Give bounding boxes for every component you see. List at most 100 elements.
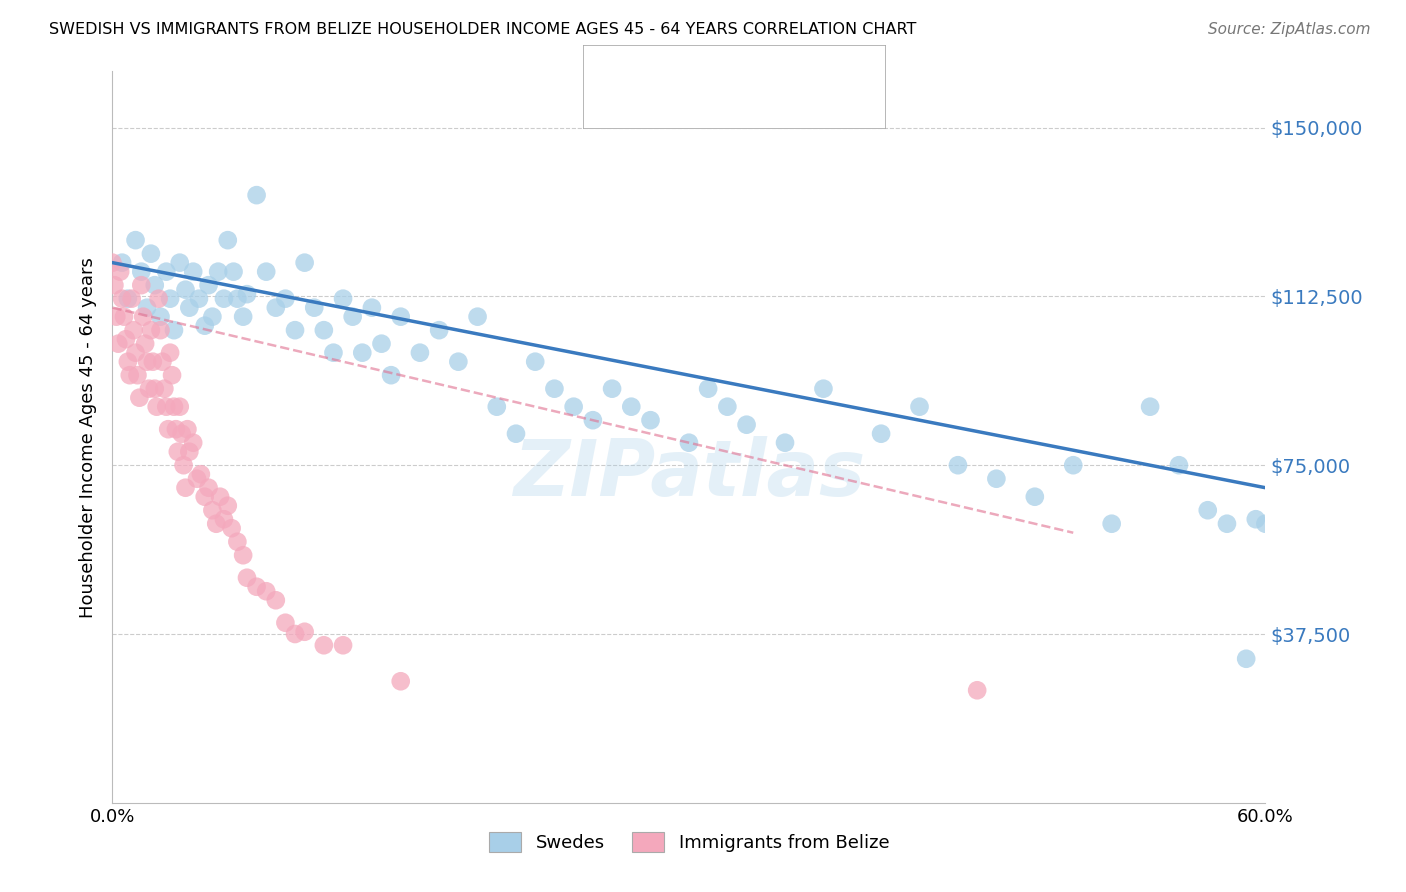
Point bbox=[186, 472, 208, 486]
Text: N =: N = bbox=[759, 97, 796, 115]
Point bbox=[111, 255, 134, 269]
Point bbox=[620, 400, 643, 414]
Point bbox=[485, 400, 508, 414]
Point bbox=[188, 292, 211, 306]
Point bbox=[312, 323, 335, 337]
Point bbox=[159, 292, 181, 306]
Point bbox=[427, 323, 450, 337]
Point bbox=[217, 233, 239, 247]
Point bbox=[1139, 400, 1161, 414]
Point bbox=[173, 458, 195, 473]
Point bbox=[274, 292, 297, 306]
Point bbox=[361, 301, 384, 315]
Point bbox=[117, 354, 139, 368]
Point bbox=[160, 368, 183, 383]
Point bbox=[152, 354, 174, 368]
Point bbox=[165, 422, 187, 436]
Text: Source: ZipAtlas.com: Source: ZipAtlas.com bbox=[1208, 22, 1371, 37]
Point bbox=[1234, 652, 1257, 666]
Point bbox=[108, 265, 131, 279]
Point bbox=[284, 627, 307, 641]
Point bbox=[322, 345, 344, 359]
Point bbox=[986, 472, 1008, 486]
Point bbox=[236, 571, 259, 585]
Point bbox=[600, 382, 623, 396]
Point bbox=[197, 278, 219, 293]
Point bbox=[678, 435, 700, 450]
Text: SWEDISH VS IMMIGRANTS FROM BELIZE HOUSEHOLDER INCOME AGES 45 - 64 YEARS CORRELAT: SWEDISH VS IMMIGRANTS FROM BELIZE HOUSEH… bbox=[49, 22, 917, 37]
Point bbox=[264, 301, 287, 315]
Point bbox=[149, 323, 172, 337]
Point bbox=[221, 521, 243, 535]
Point bbox=[142, 354, 165, 368]
Point bbox=[143, 278, 166, 293]
Point bbox=[111, 292, 134, 306]
Point bbox=[232, 548, 254, 562]
FancyBboxPatch shape bbox=[583, 45, 886, 129]
Point bbox=[197, 481, 219, 495]
Point bbox=[236, 287, 259, 301]
Point bbox=[1197, 503, 1219, 517]
Point bbox=[166, 444, 188, 458]
Point bbox=[170, 426, 193, 441]
Point bbox=[209, 490, 232, 504]
Point bbox=[1168, 458, 1191, 473]
Point bbox=[304, 301, 326, 315]
Point bbox=[101, 255, 124, 269]
Point bbox=[284, 323, 307, 337]
Point bbox=[139, 323, 162, 337]
Point bbox=[124, 233, 146, 247]
Point bbox=[122, 323, 145, 337]
Text: N =: N = bbox=[759, 58, 796, 76]
Point bbox=[139, 246, 162, 260]
Point bbox=[254, 265, 277, 279]
Point bbox=[134, 336, 156, 351]
Point bbox=[332, 292, 354, 306]
Point bbox=[1254, 516, 1277, 531]
Point bbox=[127, 368, 149, 383]
Point bbox=[582, 413, 605, 427]
Point bbox=[246, 580, 269, 594]
Point bbox=[112, 310, 135, 324]
Point bbox=[176, 422, 198, 436]
Point bbox=[132, 310, 155, 324]
Y-axis label: Householder Income Ages 45 - 64 years: Householder Income Ages 45 - 64 years bbox=[79, 257, 97, 617]
Point bbox=[274, 615, 297, 630]
Point bbox=[207, 265, 229, 279]
Point bbox=[129, 265, 153, 279]
Point bbox=[1216, 516, 1239, 531]
Point bbox=[115, 332, 138, 346]
Point bbox=[103, 278, 125, 293]
Text: R =: R = bbox=[631, 97, 668, 115]
Point bbox=[222, 265, 245, 279]
Point bbox=[153, 382, 176, 396]
Point bbox=[155, 400, 177, 414]
Point bbox=[370, 336, 392, 351]
Text: R =: R = bbox=[631, 58, 668, 76]
Point bbox=[1101, 516, 1123, 531]
Point bbox=[697, 382, 720, 396]
Point bbox=[179, 444, 201, 458]
FancyBboxPatch shape bbox=[592, 53, 623, 81]
Point bbox=[138, 382, 160, 396]
Point bbox=[118, 368, 141, 383]
Point bbox=[159, 345, 181, 359]
Point bbox=[194, 490, 217, 504]
Point bbox=[735, 417, 758, 432]
Point bbox=[1062, 458, 1084, 473]
Point bbox=[246, 188, 269, 202]
Point bbox=[505, 426, 527, 441]
Point bbox=[149, 310, 172, 324]
Text: 65: 65 bbox=[789, 97, 813, 115]
Point bbox=[212, 512, 235, 526]
Point bbox=[332, 638, 354, 652]
Point bbox=[174, 481, 197, 495]
Point bbox=[136, 301, 159, 315]
Point bbox=[107, 336, 129, 351]
Point bbox=[232, 310, 254, 324]
Point bbox=[145, 400, 167, 414]
Point bbox=[124, 345, 146, 359]
Legend: Swedes, Immigrants from Belize: Swedes, Immigrants from Belize bbox=[481, 824, 897, 860]
Point bbox=[813, 382, 835, 396]
Point bbox=[226, 534, 249, 549]
